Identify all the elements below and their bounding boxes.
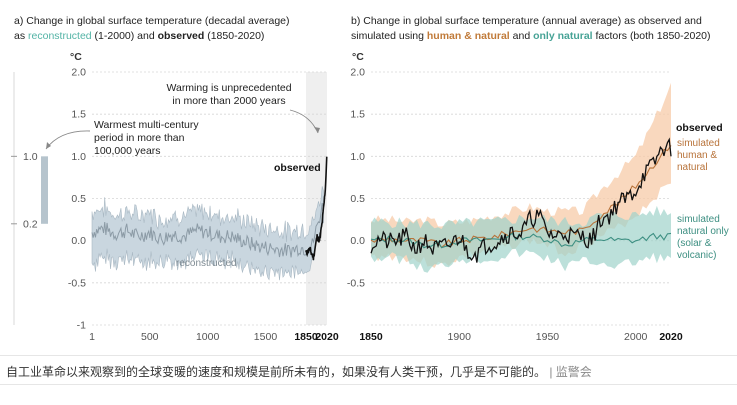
annotation-warmest-arrow xyxy=(45,130,91,150)
natural-only-band xyxy=(371,205,671,273)
y-tick-label: 0.5 xyxy=(350,193,365,205)
y-tick-label: 0.0 xyxy=(350,235,365,247)
label-human-natural: simulated human & natural xyxy=(677,138,720,173)
svg-text:100,000 years: 100,000 years xyxy=(94,145,161,157)
y-tick-label: 1.0 xyxy=(350,151,365,163)
arrow-head-icon xyxy=(314,127,320,133)
figure-caption: 自工业革命以来观察到的全球变暖的速度和规模是前所未有的，如果没有人类干预，几乎是… xyxy=(6,363,592,380)
panel-b-x-ticks: 1850 1900 1950 2000 2020 xyxy=(359,331,683,343)
panel-b-y-ticks: 2.0 1.5 1.0 0.5 0.0 -0.5 xyxy=(347,67,365,290)
panel-a-subtitle: as reconstructed (1-2000) and observed (… xyxy=(14,30,264,42)
svg-text:Warmest multi-century: Warmest multi-century xyxy=(94,119,199,131)
observed-line-a xyxy=(305,156,328,261)
svg-text:natural only: natural only xyxy=(677,226,729,237)
panel-b-title: b) Change in global surface temperature … xyxy=(351,15,702,27)
caption-bar: 自工业革命以来观察到的全球变暖的速度和规模是前所未有的，如果没有人类干预，几乎是… xyxy=(0,355,737,385)
panel-a-y-ticks: 2.0 1.5 1.0 0.5 0.0 -0.5 -1 xyxy=(68,67,86,332)
x-tick-label: 1850 xyxy=(359,331,383,343)
y-tick-label: 1.5 xyxy=(71,109,86,121)
y-tick-label: 1.0 xyxy=(71,151,86,163)
panel-b-subtitle: simulated using human & natural and only… xyxy=(351,30,711,42)
svg-text:volcanic): volcanic) xyxy=(677,250,716,261)
caption-source-link[interactable]: | 监警会 xyxy=(549,365,592,379)
panel-a-temperature-reconstructed: a) Change in global surface temperature … xyxy=(11,15,339,343)
panel-b-temperature-simulated: b) Change in global surface temperature … xyxy=(347,15,729,343)
svg-text:period in more than: period in more than xyxy=(94,132,185,144)
panel-a-ylabel: °C xyxy=(70,51,82,63)
y-tick-label: 1.5 xyxy=(350,109,365,121)
x-tick-label: 2020 xyxy=(659,331,683,343)
reconstructed-label: reconstructed xyxy=(176,258,237,269)
annotation-unprecedented: Warming is unprecedented in more than 20… xyxy=(166,82,320,134)
y-tick-label: -1 xyxy=(77,320,86,332)
x-tick-label: 1000 xyxy=(196,331,220,343)
panel-a-title: a) Change in global surface temperature … xyxy=(14,15,290,27)
x-tick-label: 1500 xyxy=(254,331,278,343)
x-tick-label: 500 xyxy=(141,331,159,343)
multi-century-tick-label: 0.2 xyxy=(23,218,38,230)
y-tick-label: -0.5 xyxy=(68,277,86,289)
multi-century-bar xyxy=(41,156,48,224)
x-tick-label: 1900 xyxy=(448,331,472,343)
svg-text:simulated: simulated xyxy=(677,138,720,149)
arrow-head-icon xyxy=(46,142,51,149)
svg-text:simulated: simulated xyxy=(677,214,720,225)
x-tick-label: 2000 xyxy=(624,331,648,343)
caption-body: 自工业革命以来观察到的全球变暖的速度和规模是前所未有的，如果没有人类干预，几乎是… xyxy=(6,365,547,379)
svg-text:natural: natural xyxy=(677,162,708,173)
multi-century-tick-label: 1.0 xyxy=(23,151,38,163)
svg-text:in more than 2000 years: in more than 2000 years xyxy=(172,95,285,107)
observed-label-a: observed xyxy=(274,162,321,174)
y-tick-label: 0.5 xyxy=(71,193,86,205)
svg-text:Warming is unprecedented: Warming is unprecedented xyxy=(166,82,291,94)
y-tick-label: 2.0 xyxy=(71,67,86,79)
y-tick-label: -0.5 xyxy=(347,277,365,289)
y-tick-label: 2.0 xyxy=(350,67,365,79)
y-tick-label: 0.0 xyxy=(71,235,86,247)
svg-text:human &: human & xyxy=(677,150,717,161)
multi-century-ticks: 1.0 0.2 xyxy=(11,151,38,230)
reconstructed-line xyxy=(91,202,324,258)
observed-line-b xyxy=(370,137,672,263)
panel-b-ylabel: °C xyxy=(352,51,364,63)
label-natural-only: simulated natural only (solar & volcanic… xyxy=(677,214,729,261)
x-tick-label: 2020 xyxy=(315,331,339,343)
label-observed-b: observed xyxy=(676,122,723,134)
svg-text:(solar &: (solar & xyxy=(677,238,712,249)
temperature-figure: a) Change in global surface temperature … xyxy=(11,15,729,343)
x-tick-label: 1850 xyxy=(294,331,318,343)
annotation-warmest: Warmest multi-century period in more tha… xyxy=(45,119,199,157)
x-tick-label: 1 xyxy=(89,331,95,343)
x-tick-label: 1950 xyxy=(536,331,560,343)
svg-text:observed: observed xyxy=(676,122,723,134)
panel-a-gridlines xyxy=(92,71,327,326)
reconstructed-band xyxy=(91,186,324,281)
